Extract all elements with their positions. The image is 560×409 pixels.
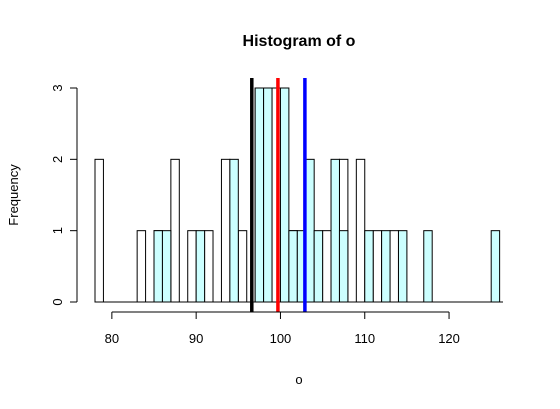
x-tick-label: 120	[438, 331, 460, 346]
histogram-bar	[279, 87, 290, 303]
y-tick-label: 2	[50, 156, 65, 163]
histogram-bar	[187, 230, 197, 303]
histogram-bar	[170, 158, 180, 303]
histogram-bar	[322, 230, 332, 303]
x-tick-label: 110	[354, 331, 375, 346]
reference-lines	[250, 78, 307, 312]
histogram-bar	[229, 158, 239, 303]
histogram-bar	[237, 230, 248, 303]
histogram-bar	[305, 158, 315, 303]
histogram-bar	[195, 230, 206, 303]
y-axis-label: Frequency	[6, 164, 21, 226]
histogram-bar	[355, 158, 366, 303]
x-tick-label: 100	[270, 331, 292, 346]
histogram-bar	[423, 230, 433, 303]
histogram-bar	[220, 158, 231, 303]
histogram-bar	[161, 230, 172, 303]
histogram-bar	[364, 230, 374, 303]
y-tick-label: 1	[50, 227, 65, 234]
histogram-bar	[313, 230, 324, 303]
histogram-bar	[490, 230, 501, 303]
histogram-bars	[94, 87, 503, 303]
y-axis: 0 1 2 3	[50, 84, 78, 306]
y-tick-label: 0	[50, 298, 65, 305]
histogram-bar	[381, 230, 391, 303]
histogram-bar	[397, 230, 408, 303]
histogram-bar	[153, 230, 163, 303]
histogram-bar	[330, 158, 340, 303]
histogram-bar	[254, 87, 265, 303]
histogram-bar	[338, 230, 349, 303]
histogram-bar	[94, 158, 104, 303]
x-axis: 80 90 100 110 120	[105, 311, 460, 346]
x-tick-label: 90	[189, 331, 203, 346]
x-axis-label: o	[295, 372, 302, 387]
histogram-bar	[263, 87, 273, 303]
histogram-bar	[372, 230, 383, 303]
y-tick-label: 3	[50, 84, 65, 91]
chart-title: Histogram of o	[243, 33, 356, 50]
histogram-bar	[288, 230, 298, 303]
histogram-bar	[389, 230, 399, 303]
histogram-bar	[204, 230, 214, 303]
x-tick-label: 80	[105, 331, 119, 346]
histogram-bar	[136, 230, 147, 303]
